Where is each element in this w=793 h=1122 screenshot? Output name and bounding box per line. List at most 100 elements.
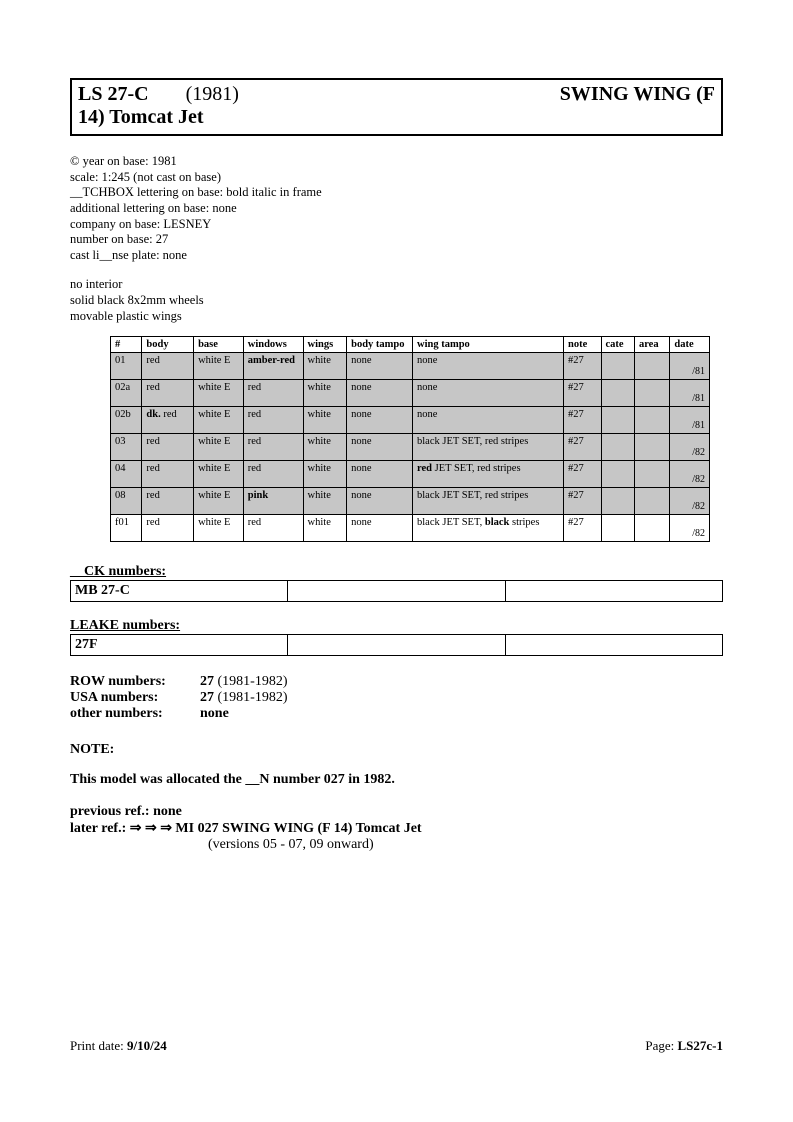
later-ref-arrows: ⇒ ⇒ ⇒ MI 027 SWING WING (F 14) Tomcat Je… (130, 821, 422, 836)
table-cell (634, 353, 669, 380)
col-header: date (670, 337, 710, 353)
numbers-row: USA numbers:27 (1981-1982) (70, 690, 723, 706)
numbers-label: other numbers: (70, 706, 200, 722)
print-date-label: Print date: (70, 1038, 127, 1053)
ck-value: MB 27-C (71, 581, 288, 602)
table-cell: #27 (564, 380, 602, 407)
table-cell: #27 (564, 353, 602, 380)
table-cell (601, 407, 634, 434)
table-cell (634, 461, 669, 488)
table-cell (634, 407, 669, 434)
table-cell: f01 (111, 515, 142, 542)
table-cell: white E (194, 488, 244, 515)
table-cell: black JET SET, red stripes (413, 488, 564, 515)
col-header: base (194, 337, 244, 353)
numbers-value: none (200, 706, 229, 722)
table-cell: red (142, 515, 194, 542)
table-cell: white E (194, 461, 244, 488)
table-cell: /81 (670, 407, 710, 434)
col-header: cate (601, 337, 634, 353)
table-cell (601, 515, 634, 542)
table-cell: 04 (111, 461, 142, 488)
table-cell: red (142, 353, 194, 380)
page-footer: Print date: 9/10/24 Page: LS27c-1 (70, 1038, 723, 1054)
page-number: LS27c-1 (678, 1038, 724, 1053)
numbers-label: USA numbers: (70, 690, 200, 706)
table-cell: /82 (670, 434, 710, 461)
meta-line: solid black 8x2mm wheels (70, 293, 723, 309)
table-cell: none (413, 380, 564, 407)
table-cell: #27 (564, 461, 602, 488)
table-row: 02bdk. redwhite Eredwhitenonenone#27/81 (111, 407, 710, 434)
table-cell: /82 (670, 515, 710, 542)
table-cell: 02a (111, 380, 142, 407)
table-cell: 01 (111, 353, 142, 380)
table-cell: black JET SET, black stripes (413, 515, 564, 542)
table-row: f01redwhite Eredwhitenoneblack JET SET, … (111, 515, 710, 542)
table-cell (601, 461, 634, 488)
table-cell (634, 380, 669, 407)
table-cell: red (243, 434, 303, 461)
table-cell: white (303, 515, 347, 542)
leake-value: 27F (71, 635, 288, 656)
meta-line: company on base: LESNEY (70, 217, 723, 233)
title-box: LS 27-C (1981) SWING WING (F 14) Tomcat … (70, 78, 723, 136)
table-cell: white (303, 461, 347, 488)
table-cell: white E (194, 380, 244, 407)
table-cell (601, 380, 634, 407)
table-cell (601, 488, 634, 515)
table-cell: red (243, 515, 303, 542)
table-cell: none (347, 353, 413, 380)
meta-line: no interior (70, 277, 723, 293)
table-cell: none (347, 461, 413, 488)
table-cell: none (347, 380, 413, 407)
leake-numbers-label: LEAKE numbers: (70, 618, 723, 634)
note-text: This model was allocated the __N number … (70, 772, 723, 788)
table-cell: white E (194, 515, 244, 542)
table-cell: none (347, 488, 413, 515)
table-cell: none (413, 353, 564, 380)
numbers-value: 27 (1981-1982) (200, 690, 288, 706)
variations-table: #bodybasewindowswingsbody tampowing tamp… (110, 336, 710, 542)
table-cell: none (347, 515, 413, 542)
table-cell: white (303, 434, 347, 461)
table-cell (634, 515, 669, 542)
table-cell: white (303, 488, 347, 515)
model-name-line2: 14) Tomcat Jet (78, 106, 715, 129)
table-cell: black JET SET, red stripes (413, 434, 564, 461)
table-cell (601, 434, 634, 461)
table-cell: white (303, 380, 347, 407)
col-header: wings (303, 337, 347, 353)
table-cell: red JET SET, red stripes (413, 461, 564, 488)
later-ref-sub: (versions 05 - 07, 09 onward) (208, 837, 723, 853)
table-cell: red (142, 380, 194, 407)
references-block: previous ref.: none later ref.: ⇒ ⇒ ⇒ MI… (70, 804, 723, 853)
table-row: 03redwhite Eredwhitenoneblack JET SET, r… (111, 434, 710, 461)
prev-ref: previous ref.: none (70, 804, 182, 819)
later-ref-prefix: later ref.: (70, 821, 130, 836)
table-cell (634, 488, 669, 515)
table-cell: white (303, 353, 347, 380)
meta-line: cast li__nse plate: none (70, 248, 723, 264)
table-cell: white (303, 407, 347, 434)
leake-numbers-box: 27F (70, 634, 723, 656)
numbers-label: ROW numbers: (70, 674, 200, 690)
meta-block-2: no interiorsolid black 8x2mm wheelsmovab… (70, 277, 723, 324)
meta-line: movable plastic wings (70, 309, 723, 325)
table-cell: #27 (564, 407, 602, 434)
table-cell: #27 (564, 488, 602, 515)
meta-line: © year on base: 1981 (70, 154, 723, 170)
table-cell: red (142, 488, 194, 515)
table-cell (634, 434, 669, 461)
numbers-value: 27 (1981-1982) (200, 674, 288, 690)
numbers-row: other numbers:none (70, 706, 723, 722)
table-cell: red (142, 461, 194, 488)
col-header: area (634, 337, 669, 353)
note-label: NOTE: (70, 742, 723, 758)
table-row: 01redwhite Eamber-redwhitenonenone#27/81 (111, 353, 710, 380)
col-header: wing tampo (413, 337, 564, 353)
table-cell: #27 (564, 434, 602, 461)
col-header: windows (243, 337, 303, 353)
ck-numbers-box: MB 27-C (70, 580, 723, 602)
table-cell: none (347, 434, 413, 461)
